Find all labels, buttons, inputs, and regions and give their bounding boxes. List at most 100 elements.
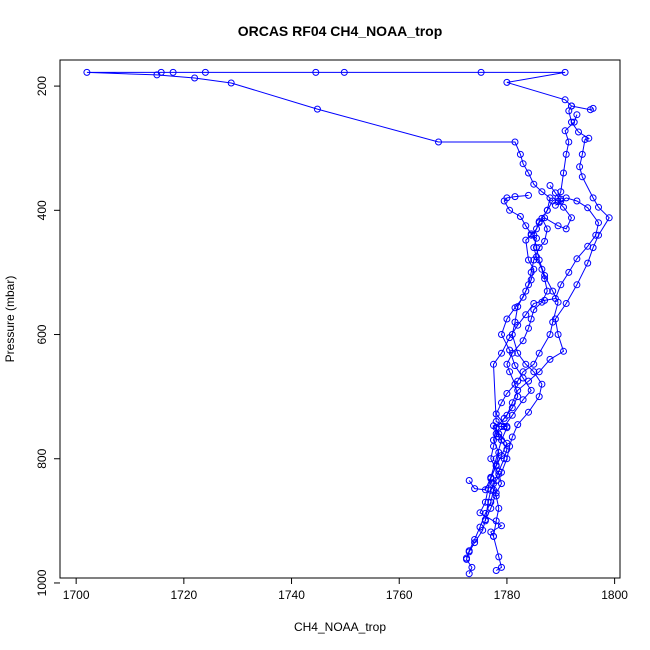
plot-frame bbox=[59, 59, 621, 579]
y-tick-label-0: 200 bbox=[35, 76, 49, 96]
data-point-0-47 bbox=[340, 68, 348, 76]
y-axis-label: Pressure (mbar) bbox=[3, 276, 17, 363]
data-point-2-10 bbox=[490, 442, 497, 450]
data-point-5-17 bbox=[519, 337, 527, 345]
data-point-2-20 bbox=[503, 315, 511, 323]
data-point-3-20 bbox=[557, 281, 565, 289]
data-point-2-30 bbox=[543, 206, 551, 214]
data-point-4-19 bbox=[527, 276, 535, 284]
data-point-1-30 bbox=[589, 194, 597, 202]
data-point-2-22 bbox=[519, 293, 527, 301]
series-line-0 bbox=[86, 71, 594, 571]
data-point-1-22 bbox=[551, 315, 559, 323]
series-line-5 bbox=[492, 194, 548, 537]
data-point-3-21 bbox=[565, 268, 573, 276]
data-point-2-17 bbox=[511, 362, 519, 370]
data-point-5-24 bbox=[538, 265, 546, 273]
data-point-1-31 bbox=[578, 173, 586, 181]
data-point-5-16 bbox=[508, 349, 516, 357]
data-point-0-32 bbox=[530, 180, 538, 188]
y-tick-label-2: 600 bbox=[35, 324, 49, 344]
data-point-4-17 bbox=[514, 303, 522, 311]
data-point-5-26 bbox=[530, 244, 538, 252]
data-point-5-15 bbox=[503, 360, 511, 368]
data-point-5-22 bbox=[543, 287, 551, 295]
data-point-2-9 bbox=[487, 455, 495, 463]
x-axis-label: CH4_NOAA_trop bbox=[294, 620, 386, 634]
data-point-5-12 bbox=[514, 393, 522, 401]
data-point-0-43 bbox=[157, 68, 165, 76]
x-tick-label-2: 1740 bbox=[278, 588, 305, 602]
data-point-4-10 bbox=[535, 393, 543, 401]
data-point-0-39 bbox=[227, 79, 235, 87]
data-point-4-0 bbox=[481, 517, 489, 525]
data-point-5-5 bbox=[495, 467, 503, 475]
data-point-0-23 bbox=[549, 287, 557, 295]
series-4 bbox=[481, 195, 575, 525]
data-point-0-42 bbox=[83, 68, 91, 76]
y-tick-label-1: 400 bbox=[35, 200, 49, 220]
data-point-2-14 bbox=[519, 396, 527, 404]
data-point-3-24 bbox=[592, 231, 600, 239]
data-point-3-2 bbox=[481, 486, 489, 494]
data-point-3-27 bbox=[573, 197, 581, 205]
data-point-3-13 bbox=[498, 349, 505, 357]
data-point-0-38 bbox=[313, 105, 321, 113]
data-point-2-2 bbox=[471, 539, 479, 547]
data-point-4-8 bbox=[514, 421, 522, 429]
data-point-5-34 bbox=[511, 193, 519, 201]
data-point-5-7 bbox=[503, 445, 511, 453]
data-point-1-28 bbox=[605, 214, 613, 222]
data-point-0-19 bbox=[535, 349, 543, 357]
data-point-1-33 bbox=[578, 150, 586, 158]
data-point-0-0 bbox=[492, 567, 500, 574]
data-point-3-16 bbox=[522, 311, 530, 319]
data-point-4-26 bbox=[541, 214, 549, 222]
data-point-4-9 bbox=[525, 408, 532, 416]
data-point-0-35 bbox=[516, 150, 524, 158]
data-point-1-24 bbox=[573, 281, 581, 289]
data-point-2-39 bbox=[573, 111, 581, 119]
y-tick-label-4: 1000 bbox=[35, 569, 49, 596]
data-point-5-33 bbox=[503, 194, 511, 202]
data-point-5-1 bbox=[492, 517, 500, 525]
data-point-2-26 bbox=[535, 244, 543, 252]
data-point-0-48 bbox=[477, 68, 485, 76]
data-point-0-44 bbox=[169, 68, 177, 76]
data-point-0-40 bbox=[191, 74, 199, 82]
data-point-4-15 bbox=[508, 331, 516, 338]
data-point-1-19 bbox=[546, 355, 554, 363]
series-0 bbox=[83, 68, 597, 574]
data-point-4-29 bbox=[568, 214, 575, 222]
data-point-0-2 bbox=[495, 553, 503, 561]
data-point-0-14 bbox=[498, 399, 505, 407]
data-point-1-15 bbox=[508, 399, 516, 407]
data-point-4-21 bbox=[525, 256, 532, 264]
data-point-4-1 bbox=[484, 498, 492, 506]
data-point-5-28 bbox=[527, 230, 535, 238]
data-point-4-16 bbox=[511, 318, 519, 326]
data-point-2-37 bbox=[561, 127, 569, 135]
data-point-5-31 bbox=[506, 206, 514, 214]
data-point-4-27 bbox=[554, 222, 562, 230]
y-axis: 200 400 600 800 1000 bbox=[35, 76, 60, 596]
data-point-4-25 bbox=[535, 218, 543, 225]
data-point-1-0 bbox=[465, 570, 473, 578]
data-point-3-31 bbox=[551, 189, 559, 197]
data-point-2-36 bbox=[565, 138, 573, 146]
data-point-2-0 bbox=[463, 554, 470, 562]
x-tick-label-4: 1780 bbox=[494, 588, 521, 602]
data-point-5-20 bbox=[530, 306, 538, 314]
data-point-3-0 bbox=[465, 477, 473, 484]
data-point-4-11 bbox=[538, 380, 546, 388]
data-point-1-1 bbox=[468, 563, 476, 571]
data-point-4-30 bbox=[560, 203, 567, 211]
series-layer bbox=[83, 68, 613, 578]
y-tick-label-3: 800 bbox=[35, 448, 49, 468]
data-point-5-23 bbox=[541, 275, 549, 283]
data-point-1-21 bbox=[554, 331, 562, 338]
series-line-3 bbox=[468, 185, 600, 491]
data-point-2-15 bbox=[527, 386, 535, 394]
data-point-5-14 bbox=[506, 368, 514, 376]
